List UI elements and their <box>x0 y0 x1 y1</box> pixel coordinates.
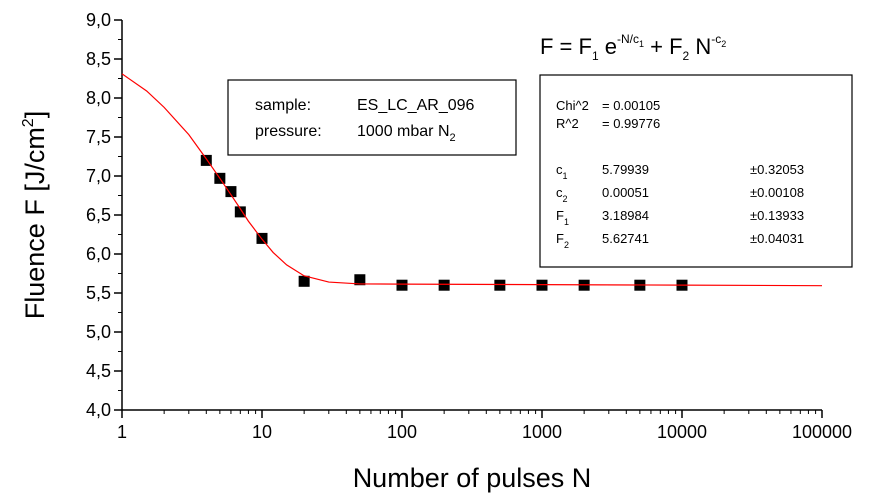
param-name-main: F <box>556 231 564 246</box>
sample-value: ES_LC_AR_096 <box>357 97 475 114</box>
y-tick-label: 9,0 <box>86 10 111 30</box>
formula: F = F1 e-N/c1 + F2 N-c2 <box>540 32 726 63</box>
param-name-main: c <box>556 162 563 177</box>
x-tick-label: 1000 <box>522 422 562 442</box>
y-axis-title-part: Fluence F [J/cm <box>20 127 50 319</box>
param-name-main: c <box>556 185 563 200</box>
param-name-sub: 2 <box>564 240 569 250</box>
y-tick-label: 7,5 <box>86 127 111 147</box>
data-point <box>438 279 450 291</box>
param-error: ±0.32053 <box>750 162 804 177</box>
y-tick-label: 4,0 <box>86 400 111 420</box>
param-name: c2 <box>556 185 568 204</box>
y-tick-label: 8,0 <box>86 88 111 108</box>
param-name: c1 <box>556 162 568 181</box>
param-name-sub: 2 <box>563 194 568 204</box>
param-value: 3.18984 <box>602 208 649 223</box>
plot-area: 4,0 4,5 5,0 5,5 6,0 6,5 7,0 7,5 8,0 8,5 9,0 1 10 100 1… <box>86 10 852 442</box>
y-axis-title-part: ] <box>20 111 50 119</box>
formula-sup: -c <box>711 32 721 46</box>
y-tick-label: 5,0 <box>86 322 111 342</box>
param-name-sub: 1 <box>564 217 569 227</box>
chi2-label: Chi^2 <box>556 98 589 113</box>
formula-sup-sub: 2 <box>721 39 726 49</box>
data-point <box>494 279 506 291</box>
y-tick-label: 4,5 <box>86 361 111 381</box>
x-tick-label: 100000 <box>792 422 852 442</box>
formula-part: N <box>689 34 711 59</box>
param-error: ±0.00108 <box>750 185 804 200</box>
formula-sub: 1 <box>592 49 599 63</box>
fit-box <box>539 74 853 268</box>
fit-line <box>121 73 823 287</box>
formula-sup: -N/c <box>617 32 639 46</box>
param-value: 5.62741 <box>602 231 649 246</box>
x-tick-label: 10 <box>252 422 272 442</box>
formula-part: + F <box>644 34 683 59</box>
chi2-value: = 0.00105 <box>602 98 660 113</box>
param-name: F1 <box>556 208 569 227</box>
y-tick-label: 8,5 <box>86 49 111 69</box>
x-axis-title: Number of pulses N <box>353 463 592 493</box>
param-value: 5.79939 <box>602 162 649 177</box>
x-tick-label: 1 <box>117 422 127 442</box>
formula-part: F = F <box>540 34 592 59</box>
formula-part: e <box>599 34 617 59</box>
param-name-sub: 1 <box>563 171 568 181</box>
y-tick-label: 6,0 <box>86 244 111 264</box>
y-axis-title: Fluence F [J/cm2] <box>20 111 50 319</box>
param-error: ±0.04031 <box>750 231 804 246</box>
y-tick-label: 5,5 <box>86 283 111 303</box>
data-point <box>200 154 212 166</box>
pressure-label: pressure: <box>255 123 322 140</box>
x-tick-label: 10000 <box>657 422 707 442</box>
y-tick-label: 7,0 <box>86 166 111 186</box>
param-name-main: F <box>556 208 564 223</box>
param-name: F2 <box>556 231 569 250</box>
formula-sup-sub: 1 <box>639 39 644 49</box>
y-tick-label: 6,5 <box>86 205 111 225</box>
data-point <box>396 279 408 291</box>
data-point <box>298 275 310 287</box>
pressure-part: 1000 mbar N <box>357 123 450 140</box>
param-value: 0.00051 <box>602 185 649 200</box>
x-tick-label: 100 <box>387 422 417 442</box>
r2-label: R^2 <box>556 116 579 131</box>
data-point <box>354 274 366 286</box>
sample-box <box>227 79 517 156</box>
y-axis-title-sup: 2 <box>20 118 37 127</box>
param-error: ±0.13933 <box>750 208 804 223</box>
data-point <box>234 206 246 218</box>
sample-label: sample: <box>255 97 311 114</box>
pressure-value: 1000 mbar N2 <box>357 123 456 144</box>
formula-sub: 2 <box>683 49 690 63</box>
data-point <box>225 186 237 198</box>
pressure-sub: 2 <box>450 132 456 144</box>
r2-value: = 0.99776 <box>602 116 660 131</box>
